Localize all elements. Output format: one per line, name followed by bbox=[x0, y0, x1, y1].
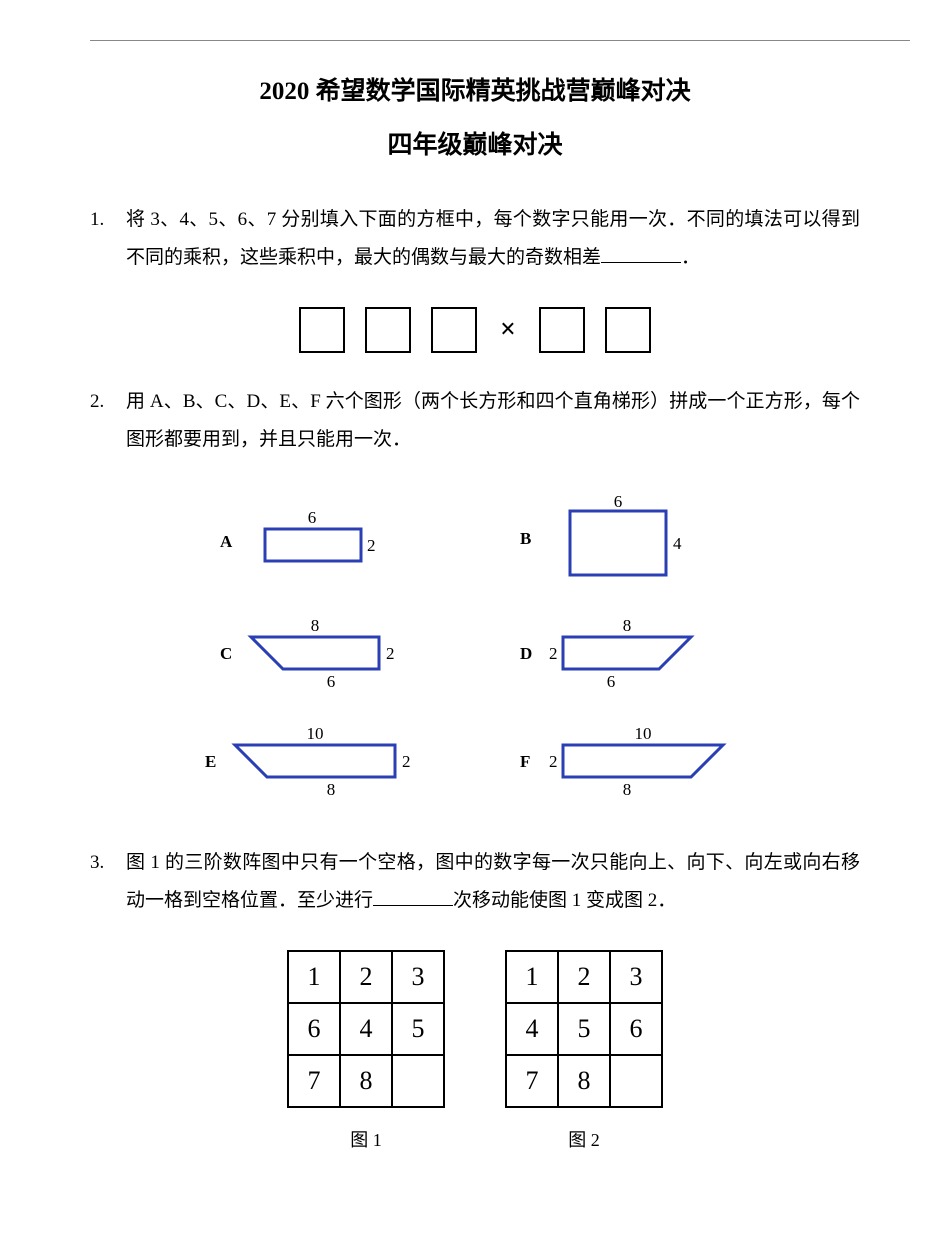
grid-1: 1 2 3 6 4 5 7 8 bbox=[287, 950, 445, 1108]
problem-1-figure: × bbox=[90, 307, 860, 353]
shape-e-right-dim: 2 bbox=[402, 752, 411, 771]
problem-1-text: 将 3、4、5、6、7 分别填入下面的方框中，每个数字只能用一次．不同的填法可以… bbox=[126, 201, 860, 277]
shape-f-label: F bbox=[520, 752, 530, 771]
shape-c-trap bbox=[251, 637, 379, 669]
shape-c-label: C bbox=[220, 644, 232, 663]
shape-b-label: B bbox=[520, 529, 531, 548]
problem-2-figure: A 6 2 B 6 4 C 8 6 2 D 8 6 2 bbox=[90, 489, 860, 819]
grid-2-cell: 5 bbox=[558, 1003, 610, 1055]
grid-2: 1 2 3 4 5 6 7 8 bbox=[505, 950, 663, 1108]
shape-d-label: D bbox=[520, 644, 532, 663]
grid-1-cell: 1 bbox=[288, 951, 340, 1003]
shape-f-left-dim: 2 bbox=[549, 752, 558, 771]
shape-e-trap bbox=[235, 745, 395, 777]
grid-1-cell: 2 bbox=[340, 951, 392, 1003]
grid-1-cell: 3 bbox=[392, 951, 444, 1003]
doc-subtitle: 四年级巅峰对决 bbox=[90, 125, 860, 161]
grid-2-cell: 3 bbox=[610, 951, 662, 1003]
grid-1-label: 图 1 bbox=[287, 1126, 445, 1152]
shape-e-bottom-dim: 8 bbox=[327, 780, 336, 799]
grid-2-cell: 7 bbox=[506, 1055, 558, 1107]
grid-1-cell bbox=[392, 1055, 444, 1107]
digit-box bbox=[431, 307, 477, 353]
shape-f-top-dim: 10 bbox=[635, 724, 652, 743]
problem-3: 3. 图 1 的三阶数阵图中只有一个空格，图中的数字每一次只能向上、向下、向左或… bbox=[90, 844, 860, 920]
top-rule bbox=[90, 40, 910, 41]
shape-c-top-dim: 8 bbox=[311, 616, 320, 635]
shape-c-right-dim: 2 bbox=[386, 644, 395, 663]
grid-2-cell: 2 bbox=[558, 951, 610, 1003]
problem-2-num: 2. bbox=[90, 383, 126, 459]
grid-2-cell: 4 bbox=[506, 1003, 558, 1055]
shape-b-rect bbox=[570, 511, 666, 575]
problem-1-text-a: 将 3、4、5、6、7 分别填入下面的方框中，每个数字只能用一次．不同的填法可以… bbox=[126, 209, 860, 268]
shape-f-bottom-dim: 8 bbox=[623, 780, 632, 799]
grid-2-cell: 8 bbox=[558, 1055, 610, 1107]
grid-2-cell bbox=[610, 1055, 662, 1107]
shape-a-label: A bbox=[220, 532, 233, 551]
shape-a-top-dim: 6 bbox=[308, 508, 317, 527]
shape-d-trap bbox=[563, 637, 691, 669]
problem-1-num: 1. bbox=[90, 201, 126, 277]
grid-1-cell: 8 bbox=[340, 1055, 392, 1107]
grid-2-label: 图 2 bbox=[505, 1126, 663, 1152]
shape-d-left-dim: 2 bbox=[549, 644, 558, 663]
problem-1-text-b: ． bbox=[681, 247, 700, 268]
grid-1-col: 1 2 3 6 4 5 7 8 图 1 bbox=[287, 950, 445, 1152]
shape-a-rect bbox=[265, 529, 361, 561]
shape-b-right-dim: 4 bbox=[673, 534, 682, 553]
grid-1-cell: 7 bbox=[288, 1055, 340, 1107]
digit-box bbox=[605, 307, 651, 353]
problem-1: 1. 将 3、4、5、6、7 分别填入下面的方框中，每个数字只能用一次．不同的填… bbox=[90, 201, 860, 277]
shape-f-trap bbox=[563, 745, 723, 777]
grid-1-cell: 6 bbox=[288, 1003, 340, 1055]
problem-3-figure: 1 2 3 6 4 5 7 8 图 1 1 bbox=[90, 950, 860, 1152]
grid-2-cell: 1 bbox=[506, 951, 558, 1003]
grid-1-cell: 4 bbox=[340, 1003, 392, 1055]
blank-answer-1 bbox=[601, 243, 681, 263]
problem-3-text: 图 1 的三阶数阵图中只有一个空格，图中的数字每一次只能向上、向下、向左或向右移… bbox=[126, 844, 860, 920]
multiply-icon: × bbox=[500, 314, 516, 346]
digit-box bbox=[365, 307, 411, 353]
problem-3-text-b: 次移动能使图 1 变成图 2． bbox=[453, 890, 676, 911]
shape-a-right-dim: 2 bbox=[367, 536, 376, 555]
shape-d-top-dim: 8 bbox=[623, 616, 632, 635]
page: 2020 希望数学国际精英挑战营巅峰对决 四年级巅峰对决 1. 将 3、4、5、… bbox=[0, 0, 950, 1251]
grid-2-col: 1 2 3 4 5 6 7 8 图 2 bbox=[505, 950, 663, 1152]
problem-2-text: 用 A、B、C、D、E、F 六个图形（两个长方形和四个直角梯形）拼成一个正方形，… bbox=[126, 383, 860, 459]
grid-2-cell: 6 bbox=[610, 1003, 662, 1055]
shapes-svg: A 6 2 B 6 4 C 8 6 2 D 8 6 2 bbox=[165, 489, 785, 819]
problem-3-num: 3. bbox=[90, 844, 126, 920]
doc-title: 2020 希望数学国际精英挑战营巅峰对决 bbox=[90, 71, 860, 107]
digit-box bbox=[539, 307, 585, 353]
blank-answer-3 bbox=[373, 886, 453, 906]
grid-1-cell: 5 bbox=[392, 1003, 444, 1055]
shape-b-top-dim: 6 bbox=[614, 492, 623, 511]
digit-box bbox=[299, 307, 345, 353]
shape-d-bottom-dim: 6 bbox=[607, 672, 616, 691]
shape-e-label: E bbox=[205, 752, 216, 771]
shape-e-top-dim: 10 bbox=[307, 724, 324, 743]
shape-c-bottom-dim: 6 bbox=[327, 672, 336, 691]
problem-2: 2. 用 A、B、C、D、E、F 六个图形（两个长方形和四个直角梯形）拼成一个正… bbox=[90, 383, 860, 459]
